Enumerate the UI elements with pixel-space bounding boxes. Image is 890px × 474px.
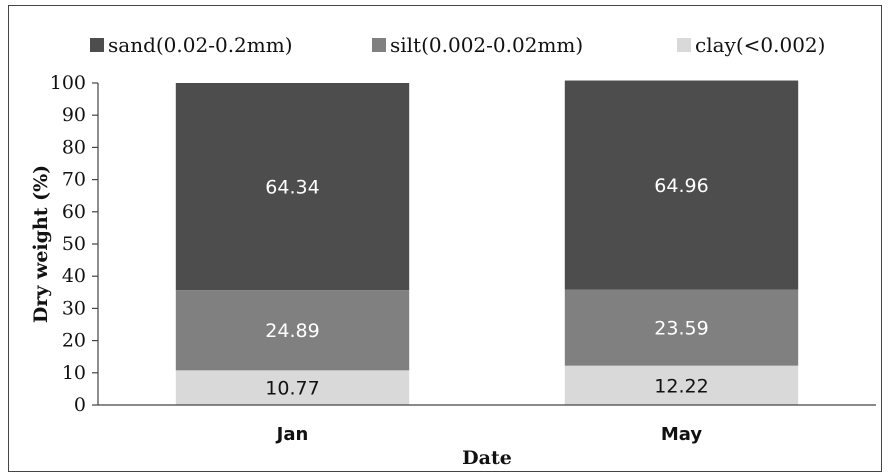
legend: sand(0.02-0.2mm) silt(0.002-0.02mm) clay(<… xyxy=(90,33,825,57)
y-tick-label: 90 xyxy=(62,104,86,126)
y-tick-label: 100 xyxy=(50,72,86,94)
bars: 10.77 24.89 64.34 12.22 23.59 64.96 xyxy=(175,80,799,405)
y-tick-label: 10 xyxy=(62,362,86,384)
bar-segment xyxy=(564,80,799,290)
y-tick-label: 20 xyxy=(62,330,86,352)
data-label: 10.77 xyxy=(265,378,319,400)
x-tick-label: Jan xyxy=(275,424,309,445)
x-axis-title: Date xyxy=(462,447,512,469)
legend-label: silt(0.002-0.02mm) xyxy=(390,33,583,57)
y-tick-label: 30 xyxy=(62,297,86,319)
y-tick-label: 70 xyxy=(62,169,86,191)
y-axis: 0 10 20 30 40 50 60 70 80 90 100 xyxy=(50,72,99,416)
data-label: 24.89 xyxy=(265,320,319,342)
legend-label: clay(<0.002) xyxy=(695,33,825,57)
bar-segment xyxy=(564,365,799,405)
data-label: 64.34 xyxy=(265,177,319,199)
bar-segment xyxy=(175,370,410,405)
legend-swatch xyxy=(677,38,691,52)
x-tick-label: May xyxy=(661,424,703,445)
y-axis-title: Dry weight (%) xyxy=(30,165,52,323)
bar-segment xyxy=(175,83,410,291)
data-label: 12.22 xyxy=(654,375,708,397)
legend-swatch xyxy=(372,38,386,52)
data-label: 64.96 xyxy=(654,175,708,197)
legend-swatch xyxy=(90,38,104,52)
data-label: 23.59 xyxy=(654,318,708,340)
y-tick-label: 60 xyxy=(62,201,86,223)
y-tick-label: 40 xyxy=(62,265,86,287)
x-axis: Jan May xyxy=(98,404,876,445)
bar-segment xyxy=(175,290,410,371)
y-tick-label: 50 xyxy=(62,233,86,255)
y-tick-label: 0 xyxy=(74,394,86,416)
legend-label: sand(0.02-0.2mm) xyxy=(108,33,293,57)
bar-segment xyxy=(564,289,799,366)
y-tick-label: 80 xyxy=(62,136,86,158)
